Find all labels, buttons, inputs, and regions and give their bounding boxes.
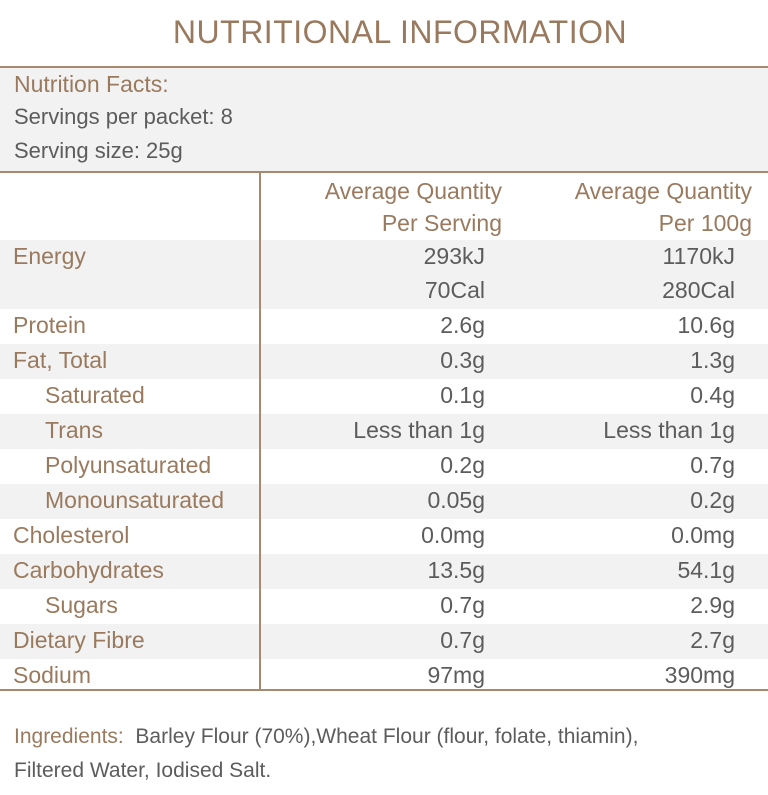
nutrient-label: Sodium bbox=[13, 662, 91, 688]
per-serving-value: 0.1g bbox=[440, 382, 485, 408]
nutrient-label: Trans bbox=[45, 417, 103, 443]
table-row: Polyunsaturated 0.2g 0.7g bbox=[0, 449, 768, 484]
per-serving-value: 0.2g bbox=[440, 452, 485, 478]
per-100g-value: 0.7g bbox=[690, 452, 735, 478]
nutrient-label: Carbohydrates bbox=[13, 557, 164, 583]
ingredients-label: Ingredients: bbox=[14, 725, 124, 748]
per-serving-value: 0.7g bbox=[440, 592, 485, 618]
per-serving-value: 0.0mg bbox=[421, 522, 485, 548]
per-100g-value: 10.6g bbox=[677, 312, 735, 338]
per-100g-value: Less than 1g bbox=[603, 417, 735, 443]
nutrient-label: Monounsaturated bbox=[45, 487, 225, 513]
per-serving-value: 70Cal bbox=[424, 277, 485, 303]
table-row: Trans Less than 1g Less than 1g bbox=[0, 414, 768, 449]
table-row: Dietary Fibre 0.7g 2.7g bbox=[0, 624, 768, 659]
per-100g-value: 2.9g bbox=[690, 592, 735, 618]
per-serving-value: 0.3g bbox=[440, 347, 485, 373]
nutrient-label: Protein bbox=[13, 312, 86, 338]
table-row: Fat, Total 0.3g 1.3g bbox=[0, 344, 768, 379]
column-header-line: Per 100g bbox=[658, 210, 752, 236]
nutrient-label: Polyunsaturated bbox=[45, 452, 212, 478]
table-row: Carbohydrates 13.5g 54.1g bbox=[0, 554, 768, 589]
per-100g-value: 0.0mg bbox=[671, 522, 735, 548]
per-serving-value: 293kJ bbox=[423, 243, 485, 269]
per-100g-value: 1170kJ bbox=[662, 243, 735, 269]
table-row: Sugars 0.7g 2.9g bbox=[0, 589, 768, 624]
column-header-per-serving: Average Quantity Per Serving bbox=[270, 175, 502, 239]
per-serving-value: 2.6g bbox=[440, 312, 485, 338]
nutrient-label: Fat, Total bbox=[13, 347, 108, 373]
per-serving-value: 0.7g bbox=[440, 627, 485, 653]
nutrient-label: Sugars bbox=[45, 592, 118, 618]
per-serving-value: 0.05g bbox=[427, 487, 485, 513]
nutrition-facts-box bbox=[0, 68, 768, 171]
table-row: Protein 2.6g 10.6g bbox=[0, 309, 768, 344]
per-serving-value: Less than 1g bbox=[353, 417, 485, 443]
per-serving-value: 13.5g bbox=[427, 557, 485, 583]
column-header-per-100g: Average Quantity Per 100g bbox=[520, 175, 752, 239]
nutrient-label: Energy bbox=[13, 243, 86, 269]
top-divider bbox=[0, 66, 768, 68]
ingredients-text-line1: Barley Flour (70%),Wheat Flour (flour, f… bbox=[135, 725, 639, 748]
per-100g-value: 54.1g bbox=[677, 557, 735, 583]
column-header-line: Average Quantity bbox=[574, 178, 752, 204]
nutrition-facts-heading: Nutrition Facts: bbox=[14, 71, 169, 97]
page-title: NUTRITIONAL INFORMATION bbox=[172, 14, 628, 50]
serving-size: Serving size: 25g bbox=[14, 138, 183, 163]
per-100g-value: 280Cal bbox=[662, 277, 735, 303]
header-divider bbox=[0, 171, 768, 173]
table-row: Sodium 97mg 390mg bbox=[0, 659, 768, 694]
column-header-line: Per Serving bbox=[381, 210, 502, 236]
servings-per-packet: Servings per packet: 8 bbox=[14, 104, 233, 129]
per-100g-value: 1.3g bbox=[690, 347, 735, 373]
ingredients-section: Ingredients: Barley Flour (70%),Wheat Fl… bbox=[14, 720, 754, 788]
table-row: Saturated 0.1g 0.4g bbox=[0, 379, 768, 414]
nutrient-label: Dietary Fibre bbox=[13, 627, 145, 653]
per-serving-value: 97mg bbox=[427, 662, 485, 688]
nutrient-label: Cholesterol bbox=[13, 522, 130, 548]
ingredients-text-line2: Filtered Water, Iodised Salt. bbox=[14, 759, 272, 782]
column-header-line: Average Quantity bbox=[324, 178, 502, 204]
per-100g-value: 2.7g bbox=[690, 627, 735, 653]
table-row: Monounsaturated 0.05g 0.2g bbox=[0, 484, 768, 519]
per-100g-value: 0.4g bbox=[690, 382, 735, 408]
column-divider bbox=[259, 173, 261, 690]
per-100g-value: 390mg bbox=[664, 662, 735, 688]
per-100g-value: 0.2g bbox=[690, 487, 735, 513]
table-row: Energy 293kJ 70Cal 1170kJ 280Cal bbox=[0, 240, 768, 309]
table-row: Cholesterol 0.0mg 0.0mg bbox=[0, 519, 768, 554]
nutrient-label: Saturated bbox=[45, 382, 145, 408]
bottom-divider bbox=[0, 689, 768, 691]
